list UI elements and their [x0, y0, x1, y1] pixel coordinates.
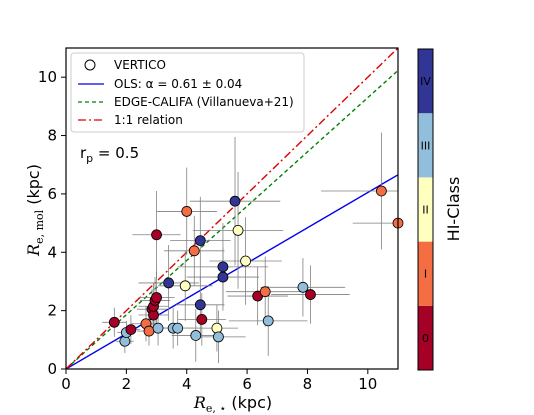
- data-point: [190, 330, 202, 341]
- x-axis-label: Re, ⋆ (kpc): [193, 393, 272, 415]
- colorbar-segment: [418, 177, 433, 242]
- data-point: [217, 271, 229, 283]
- data-point: [259, 286, 271, 298]
- legend-entry-ols: OLS: α = 0.61 ± 0.04: [114, 77, 242, 91]
- legend-marker-icon: [84, 59, 96, 71]
- colorbar-frame: [417, 48, 434, 371]
- legend-entry-edge-califa: EDGE-CALIFA (Villanueva+21): [114, 95, 294, 109]
- data-point: [188, 245, 200, 257]
- data-point: [240, 255, 251, 267]
- y-axis-ticks: 0 2 4 6 8 10: [38, 68, 66, 378]
- fit-line-ols: [66, 174, 398, 369]
- data-point: [151, 229, 162, 241]
- colorbar-class-label: 0: [422, 332, 429, 345]
- data-point: [194, 235, 206, 247]
- y-axis-label: Re, mol (kpc): [24, 164, 46, 257]
- data-point: [108, 316, 120, 328]
- colorbar-class-label: III: [421, 139, 431, 152]
- colorbar-class-label: I: [424, 268, 427, 281]
- colorbar-label: HI-Class: [444, 177, 463, 242]
- x-tick-label: 4: [182, 375, 192, 393]
- data-point: [194, 299, 206, 311]
- data-point: [297, 281, 309, 293]
- data-point: [152, 322, 164, 334]
- y-tick-label: 4: [47, 243, 57, 261]
- fit-line-edge-califa: [66, 69, 398, 369]
- legend: VERTICO OLS: α = 0.61 ± 0.04 EDGE-CALIFA…: [70, 52, 305, 133]
- data-points: [108, 185, 404, 347]
- y-tick-label: 6: [47, 185, 57, 203]
- correlation-annotation: rp = 0.5: [80, 144, 139, 165]
- x-tick-label: 0: [61, 375, 71, 393]
- data-point: [143, 325, 155, 337]
- data-point: [151, 292, 162, 303]
- legend-box: [70, 52, 305, 133]
- data-point: [211, 322, 223, 334]
- x-axis-ticks: 0 2 4 6 8 10: [61, 369, 377, 393]
- legend-entry-one-to-one: 1:1 relation: [114, 113, 183, 127]
- data-point: [119, 335, 131, 347]
- x-tick-label: 2: [122, 375, 132, 393]
- fit-lines: [66, 48, 398, 369]
- x-tick-label: 6: [242, 375, 252, 393]
- y-tick-label: 0: [47, 360, 57, 378]
- data-point: [181, 206, 193, 217]
- x-tick-label: 10: [358, 375, 377, 393]
- fit-line-1-1: [66, 48, 398, 369]
- y-tick-label: 8: [47, 127, 57, 145]
- data-point: [163, 277, 175, 289]
- colorbar-segment: [418, 113, 433, 178]
- colorbar-segment: [418, 305, 433, 370]
- data-point: [375, 185, 387, 197]
- data-point: [305, 289, 316, 300]
- y-tick-label: 10: [38, 68, 57, 86]
- data-point: [262, 315, 274, 327]
- data-point: [125, 324, 137, 336]
- data-point: [172, 322, 184, 334]
- colorbar-segment: [418, 49, 433, 114]
- colorbar-segment: [418, 241, 433, 306]
- data-point: [179, 280, 191, 292]
- data-point: [229, 195, 241, 207]
- data-point: [213, 331, 224, 343]
- legend-entry-vertico: VERTICO: [114, 58, 166, 72]
- data-point: [232, 224, 244, 236]
- colorbar-class-label: IV: [420, 75, 431, 88]
- plot-frame: [65, 47, 399, 370]
- x-tick-label: 8: [303, 375, 313, 393]
- colorbar-class-label: II: [422, 204, 429, 217]
- y-tick-label: 2: [47, 302, 57, 320]
- data-point: [196, 313, 208, 325]
- data-point: [217, 261, 229, 273]
